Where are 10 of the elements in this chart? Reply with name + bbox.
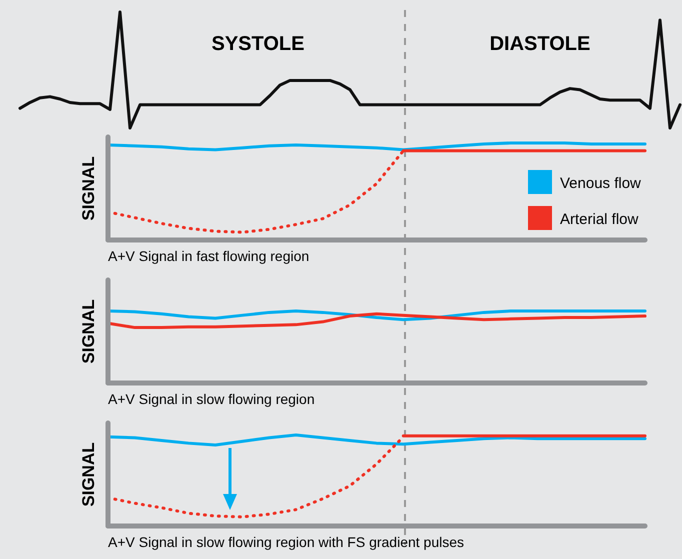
legend-label: Arterial flow: [560, 211, 639, 228]
x-axis-title: A+V Signal in slow flowing region: [108, 391, 315, 407]
x-axis-title: A+V Signal in slow flowing region with FS gradient pulses: [108, 534, 464, 550]
y-axis-title: SIGNAL: [79, 299, 98, 364]
annotation: DIASTOLE: [490, 33, 590, 55]
annotation: SYSTOLE: [212, 33, 304, 55]
y-axis-title: SIGNAL: [79, 156, 98, 221]
x-axis-title: A+V Signal in fast flowing region: [108, 248, 310, 264]
legend-label: Venous flow: [560, 175, 642, 192]
y-axis-title: SIGNAL: [79, 442, 98, 507]
